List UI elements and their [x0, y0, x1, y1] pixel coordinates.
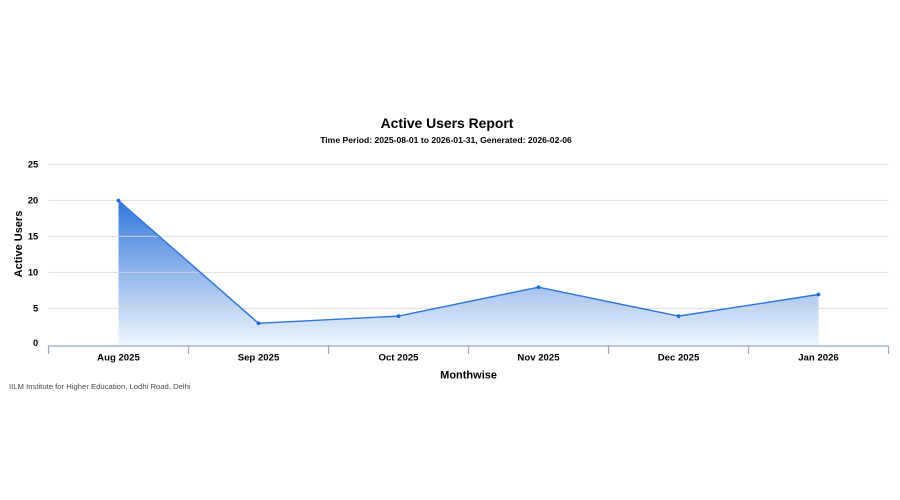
svg-text:Jan 2026: Jan 2026 — [798, 352, 839, 363]
svg-text:Nov 2025: Nov 2025 — [517, 352, 560, 363]
svg-text:0: 0 — [33, 338, 38, 348]
svg-text:IILM Institute for Higher Educ: IILM Institute for Higher Education, Lod… — [9, 382, 191, 391]
svg-text:Active Users: Active Users — [13, 211, 25, 278]
svg-text:Aug 2025: Aug 2025 — [97, 352, 140, 363]
svg-text:10: 10 — [28, 268, 38, 278]
svg-text:5: 5 — [33, 304, 38, 314]
svg-text:Dec 2025: Dec 2025 — [658, 352, 700, 363]
svg-text:Active Users Report: Active Users Report — [381, 115, 514, 131]
svg-text:20: 20 — [28, 196, 38, 206]
svg-text:Sep 2025: Sep 2025 — [238, 352, 280, 363]
svg-text:25: 25 — [28, 160, 38, 170]
svg-text:Monthwise: Monthwise — [440, 370, 497, 382]
svg-text:Oct 2025: Oct 2025 — [378, 352, 419, 363]
svg-text:Time Period: 2025-08-01 to 202: Time Period: 2025-08-01 to 2026-01-31, G… — [320, 135, 572, 145]
svg-text:15: 15 — [28, 232, 38, 242]
